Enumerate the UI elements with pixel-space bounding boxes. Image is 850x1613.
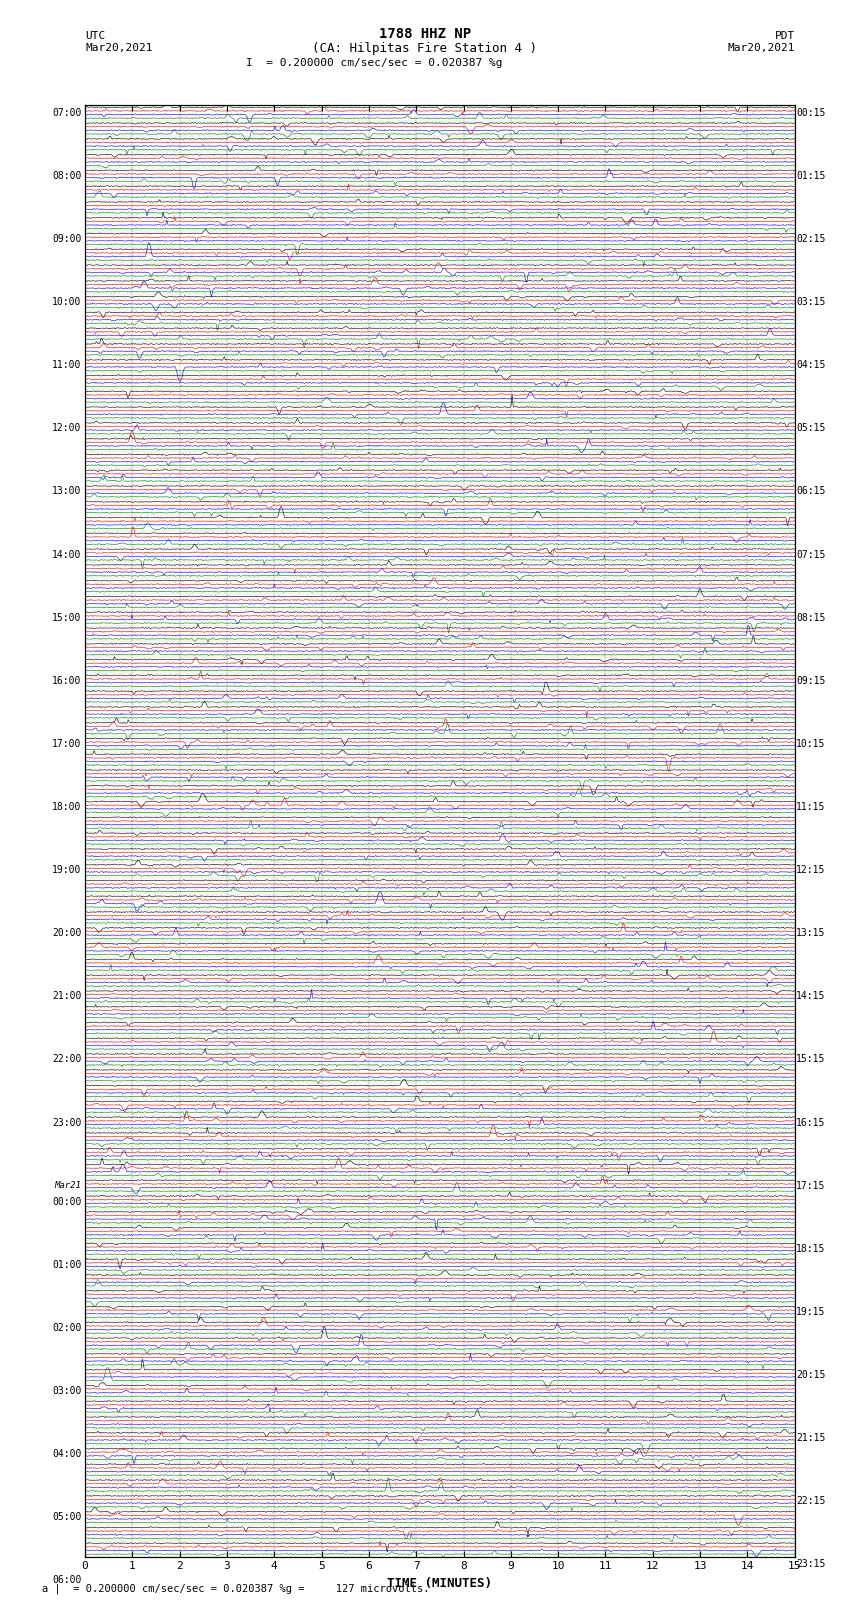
Text: 05:00: 05:00 — [52, 1511, 82, 1523]
Text: 23:00: 23:00 — [52, 1118, 82, 1127]
Text: Mar21: Mar21 — [54, 1181, 82, 1190]
Text: 13:15: 13:15 — [796, 927, 825, 939]
Text: 14:15: 14:15 — [796, 992, 825, 1002]
Text: 14:00: 14:00 — [52, 550, 82, 560]
Text: 03:15: 03:15 — [796, 297, 825, 306]
Text: PDT: PDT — [774, 31, 795, 40]
Text: 20:00: 20:00 — [52, 927, 82, 939]
Text: 01:00: 01:00 — [52, 1260, 82, 1269]
Text: 07:15: 07:15 — [796, 550, 825, 560]
Text: 01:15: 01:15 — [796, 171, 825, 181]
Text: I  = 0.200000 cm/sec/sec = 0.020387 %g: I = 0.200000 cm/sec/sec = 0.020387 %g — [246, 58, 502, 68]
Text: 08:15: 08:15 — [796, 613, 825, 623]
Text: 09:00: 09:00 — [52, 234, 82, 244]
Text: 13:00: 13:00 — [52, 487, 82, 497]
Text: 21:00: 21:00 — [52, 992, 82, 1002]
Text: 19:15: 19:15 — [796, 1307, 825, 1316]
Text: 17:00: 17:00 — [52, 739, 82, 748]
Text: 11:00: 11:00 — [52, 360, 82, 371]
Text: (CA: Hilpitas Fire Station 4 ): (CA: Hilpitas Fire Station 4 ) — [313, 42, 537, 55]
Text: UTC: UTC — [85, 31, 105, 40]
Text: 19:00: 19:00 — [52, 865, 82, 876]
Text: 22:15: 22:15 — [796, 1497, 825, 1507]
Text: 16:15: 16:15 — [796, 1118, 825, 1127]
Text: 12:00: 12:00 — [52, 423, 82, 434]
Text: 18:15: 18:15 — [796, 1244, 825, 1253]
X-axis label: TIME (MINUTES): TIME (MINUTES) — [388, 1578, 492, 1590]
Text: 08:00: 08:00 — [52, 171, 82, 181]
Text: 03:00: 03:00 — [52, 1386, 82, 1395]
Text: 21:15: 21:15 — [796, 1434, 825, 1444]
Text: 17:15: 17:15 — [796, 1181, 825, 1190]
Text: 18:00: 18:00 — [52, 802, 82, 811]
Text: 20:15: 20:15 — [796, 1369, 825, 1381]
Text: 07:00: 07:00 — [52, 108, 82, 118]
Text: 05:15: 05:15 — [796, 423, 825, 434]
Text: 11:15: 11:15 — [796, 802, 825, 811]
Text: 10:00: 10:00 — [52, 297, 82, 306]
Text: 09:15: 09:15 — [796, 676, 825, 686]
Text: 04:00: 04:00 — [52, 1448, 82, 1460]
Text: 22:00: 22:00 — [52, 1055, 82, 1065]
Text: Mar20,2021: Mar20,2021 — [728, 44, 795, 53]
Text: 02:15: 02:15 — [796, 234, 825, 244]
Text: 00:00: 00:00 — [52, 1197, 82, 1207]
Text: a |  = 0.200000 cm/sec/sec = 0.020387 %g =     127 microvolts.: a | = 0.200000 cm/sec/sec = 0.020387 %g … — [42, 1582, 430, 1594]
Text: 06:15: 06:15 — [796, 487, 825, 497]
Text: 10:15: 10:15 — [796, 739, 825, 748]
Text: Mar20,2021: Mar20,2021 — [85, 44, 152, 53]
Text: 16:00: 16:00 — [52, 676, 82, 686]
Text: 06:00: 06:00 — [52, 1576, 82, 1586]
Text: 02:00: 02:00 — [52, 1323, 82, 1332]
Text: 00:15: 00:15 — [796, 108, 825, 118]
Text: 1788 HHZ NP: 1788 HHZ NP — [379, 27, 471, 40]
Text: 12:15: 12:15 — [796, 865, 825, 876]
Text: 15:00: 15:00 — [52, 613, 82, 623]
Text: 23:15: 23:15 — [796, 1560, 825, 1569]
Text: 15:15: 15:15 — [796, 1055, 825, 1065]
Text: 04:15: 04:15 — [796, 360, 825, 371]
